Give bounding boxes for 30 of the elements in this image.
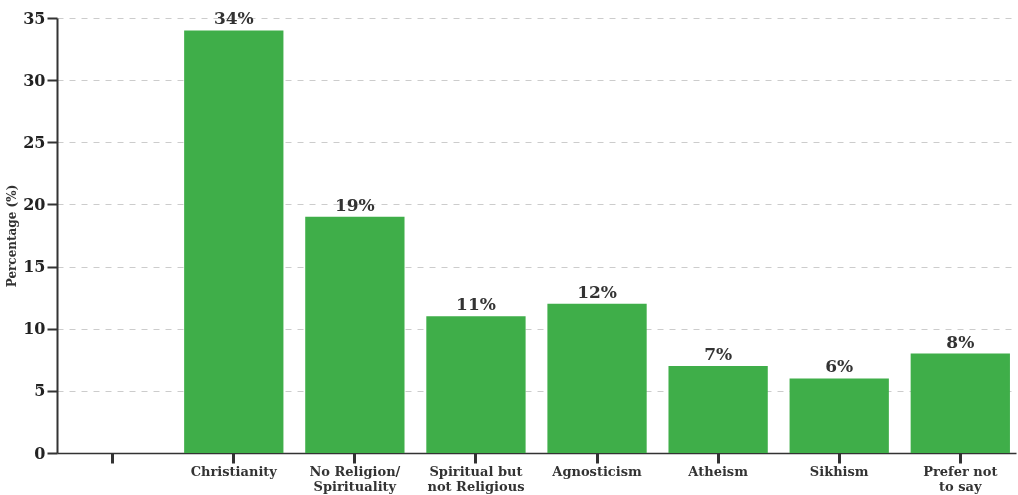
y-tick-label: 0 [34,443,46,463]
x-tick-label: No Religion/ Spirituality [309,463,401,494]
y-tick-label: 25 [23,132,46,152]
data-label: 8% [946,331,975,352]
data-label: 11% [456,294,496,315]
data-label: 34% [213,8,254,29]
y-tick-label: 10 [23,319,46,339]
data-label: 19% [334,194,375,215]
y-tick-label: 20 [23,194,46,214]
y-tick-label: 35 [23,8,46,28]
data-label: 12% [577,281,617,302]
bar [668,366,768,453]
y-tick-label: 5 [34,381,46,401]
y-tick-label: 15 [23,257,46,277]
x-tick-label: Spiritual but not Religious [427,463,525,494]
x-tick-label: Christianity [190,463,278,479]
x-tick-label: Atheism [687,463,749,479]
x-tick-label: Sikhism [809,463,869,479]
bar [547,303,647,453]
bar [184,30,284,453]
data-label: 7% [704,344,733,364]
data-label: 6% [825,356,854,377]
x-tick-label: Agnosticism [551,463,643,479]
bar [426,316,526,453]
bar [305,216,405,453]
y-tick-label: 30 [23,70,46,90]
bar [789,378,889,453]
bar [910,353,1010,453]
x-tick-label: Prefer not to say [923,463,998,494]
y-axis-title: Percentage (%) [5,184,20,288]
